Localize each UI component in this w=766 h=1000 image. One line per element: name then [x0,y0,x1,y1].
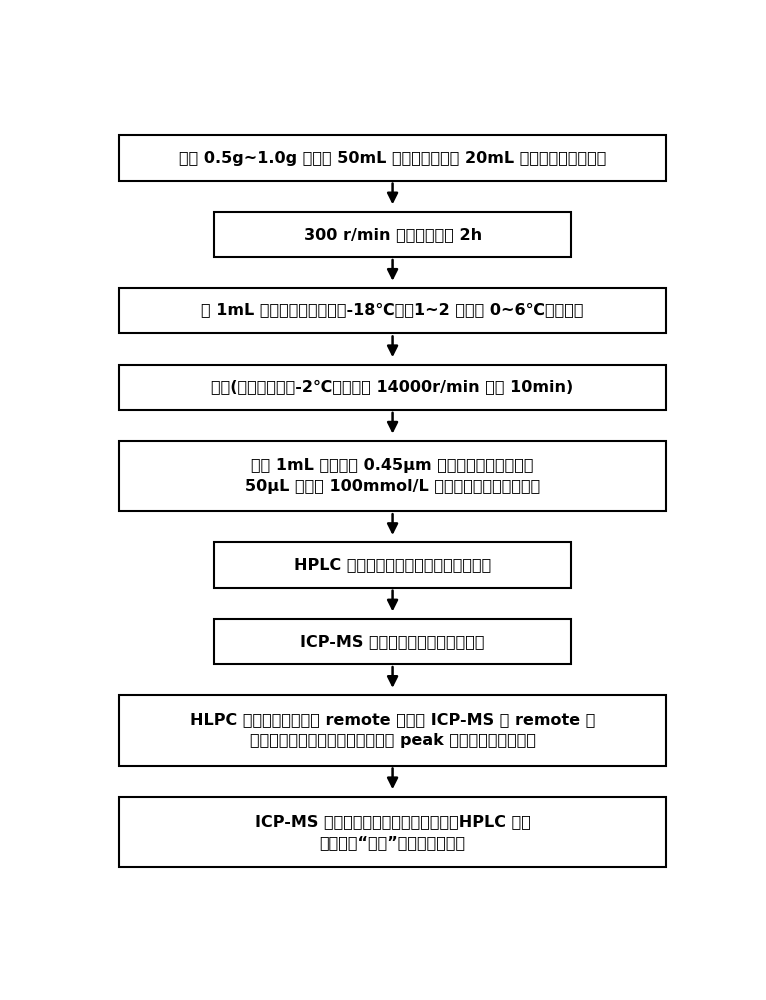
Text: ICP-MS 操作窗口将批处理添加到队列，HPLC 操作: ICP-MS 操作窗口将批处理添加到队列，HPLC 操作 [254,814,531,829]
Text: 离心(离心机温度为-2℃或更低， 14000r/min 离心 10min): 离心(离心机温度为-2℃或更低， 14000r/min 离心 10min) [211,380,574,395]
Text: 吸取 1mL 上清液过 0.45μm 滤膜于进样小瓶，加入: 吸取 1mL 上清液过 0.45μm 滤膜于进样小瓶，加入 [251,458,534,473]
FancyBboxPatch shape [119,288,666,333]
Text: 300 r/min 摇床振跞萸取 2h: 300 r/min 摇床振跞萸取 2h [303,227,482,242]
Text: HPLC 输入方法及样品参数，平衡色谱柱: HPLC 输入方法及样品参数，平衡色谱柱 [294,558,491,573]
Text: 50μL 浓度为 100mmol/L 的乙二胺四乙酸二钓溶液: 50μL 浓度为 100mmol/L 的乙二胺四乙酸二钓溶液 [245,479,540,494]
FancyBboxPatch shape [214,212,571,257]
Text: 口用连接线联接，色谱柱的出口端 peak 管接入雾化器进样口: 口用连接线联接，色谱柱的出口端 peak 管接入雾化器进样口 [250,733,535,748]
FancyBboxPatch shape [119,365,666,410]
FancyBboxPatch shape [214,542,571,588]
FancyBboxPatch shape [119,797,666,867]
FancyBboxPatch shape [119,135,666,181]
Text: 窗口点击“开始”进行砞形态检测: 窗口点击“开始”进行砞形态检测 [319,835,466,850]
Text: 称取 0.5g~1.0g 样品到 50mL 离心管中，加入 20mL 水，盖上盖子，摇均: 称取 0.5g~1.0g 样品到 50mL 离心管中，加入 20mL 水，盖上盖… [179,151,606,166]
Text: HLPC 自动进样器模块的 remote 端口及 ICP-MS 的 remote 端: HLPC 自动进样器模块的 remote 端口及 ICP-MS 的 remote… [190,712,595,727]
FancyBboxPatch shape [119,695,666,766]
FancyBboxPatch shape [119,441,666,511]
Text: 加 1mL 乙酸，摇均，放置于-18℃冰符1~2 小时或 0~6℃冰符过夜: 加 1mL 乙酸，摇均，放置于-18℃冰符1~2 小时或 0~6℃冰符过夜 [201,303,584,318]
FancyBboxPatch shape [214,619,571,664]
Text: ICP-MS 输入样品参数，点火，调谐: ICP-MS 输入样品参数，点火，调谐 [300,634,485,649]
